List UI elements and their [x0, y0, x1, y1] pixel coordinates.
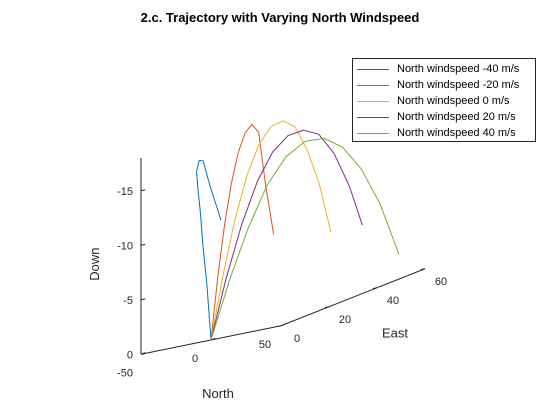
legend-label: North windspeed 20 m/s	[397, 111, 516, 123]
legend-item: North windspeed -40 m/s	[357, 61, 535, 77]
east-tick	[372, 287, 378, 290]
legend: North windspeed -40 m/s North windspeed …	[352, 58, 536, 142]
north-tick-label: -50	[117, 367, 133, 379]
legend-swatch	[357, 100, 389, 102]
chart-title: 2.c. Trajectory with Varying North Winds…	[140, 10, 420, 25]
legend-item: North windspeed 0 m/s	[357, 93, 535, 109]
down-axis-label: Down	[87, 248, 102, 281]
trajectory-line	[210, 123, 275, 341]
down-tick	[140, 189, 146, 192]
east-axis-line	[280, 268, 426, 327]
trajectory-line	[210, 120, 332, 341]
legend-swatch	[357, 116, 389, 118]
north-tick-label: 0	[192, 353, 198, 365]
east-tick-label: 40	[387, 295, 399, 307]
east-tick	[420, 268, 426, 271]
east-tick-label: 60	[435, 276, 447, 288]
legend-label: North windspeed -20 m/s	[397, 79, 520, 91]
east-tick-label: 20	[339, 314, 351, 326]
down-tick-label: -5	[123, 295, 133, 307]
legend-item: North windspeed 40 m/s	[357, 125, 535, 141]
north-tick	[210, 337, 216, 341]
trajectory-line	[210, 129, 363, 341]
trajectory-line	[196, 159, 222, 341]
down-tick-label: -10	[117, 240, 133, 252]
legend-label: North windspeed -40 m/s	[397, 63, 520, 75]
down-tick-label: -15	[117, 186, 133, 198]
down-tick-label: 0	[127, 349, 133, 361]
legend-swatch	[357, 132, 389, 134]
trajectory-line	[210, 137, 400, 341]
east-axis-label: East	[382, 325, 408, 340]
legend-swatch	[357, 84, 389, 86]
north-tick-label: 50	[259, 339, 271, 351]
east-tick	[324, 306, 330, 309]
east-tick-label: 0	[294, 333, 300, 345]
legend-label: North windspeed 0 m/s	[397, 95, 510, 107]
series-lines	[196, 120, 400, 341]
down-tick	[140, 352, 146, 355]
north-tick	[280, 323, 286, 327]
legend-swatch	[357, 68, 389, 70]
east-tick	[276, 325, 282, 328]
down-tick	[140, 243, 146, 246]
down-tick	[140, 298, 146, 301]
legend-item: North windspeed -20 m/s	[357, 77, 535, 93]
north-axis-label: North	[202, 386, 234, 401]
axes: -50 0 50 0 20 40 60 0 -5 -10 -15 North East Down	[87, 158, 447, 401]
legend-label: North windspeed 40 m/s	[397, 127, 516, 139]
legend-item: North windspeed 20 m/s	[357, 109, 535, 125]
